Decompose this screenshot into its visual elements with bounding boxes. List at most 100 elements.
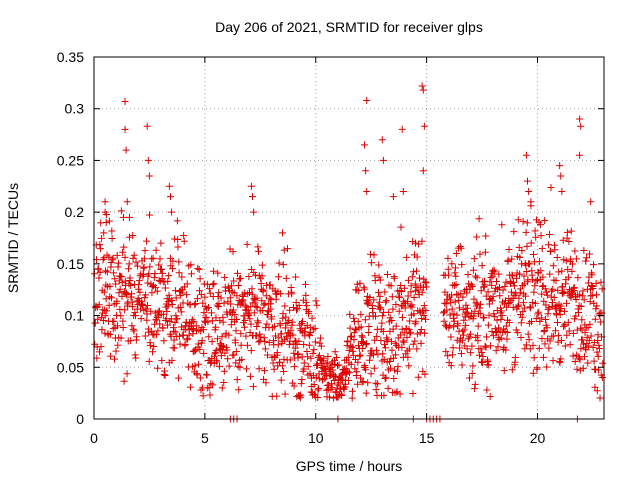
data-point [161, 284, 169, 292]
data-point [387, 282, 395, 290]
data-point [392, 351, 400, 359]
data-point [133, 333, 141, 341]
data-point [273, 392, 281, 400]
data-point [196, 374, 204, 382]
data-point [559, 236, 567, 244]
data-point [174, 235, 182, 243]
data-point [198, 337, 206, 345]
data-point [408, 273, 416, 281]
data-point [123, 370, 131, 378]
data-point [234, 282, 242, 290]
data-point [545, 344, 553, 352]
data-point [128, 290, 136, 298]
data-point [522, 228, 530, 236]
data-point [398, 125, 406, 133]
data-point [409, 238, 417, 246]
data-point [293, 304, 301, 312]
data-point [195, 360, 203, 368]
data-point [533, 364, 541, 372]
data-point [582, 346, 590, 354]
data-point [469, 362, 477, 370]
data-point [551, 303, 559, 311]
data-point [497, 334, 505, 342]
data-point [356, 352, 364, 360]
data-point [295, 301, 303, 309]
data-point [154, 327, 162, 335]
data-point [365, 322, 373, 330]
data-point [592, 279, 600, 287]
data-point [232, 327, 240, 335]
data-point [243, 365, 251, 373]
data-point [563, 228, 571, 236]
data-point [172, 312, 180, 320]
data-point [205, 384, 213, 392]
data-point [106, 282, 114, 290]
data-point [413, 253, 421, 261]
data-point [201, 317, 209, 325]
data-point [219, 318, 227, 326]
data-point [331, 348, 339, 356]
data-point [404, 276, 412, 284]
data-point [164, 277, 172, 285]
data-point [349, 351, 357, 359]
data-point [398, 343, 406, 351]
data-point [482, 232, 490, 240]
data-point [366, 250, 374, 258]
data-point [401, 284, 409, 292]
data-point [199, 392, 207, 400]
data-point [456, 243, 464, 251]
data-point [467, 281, 475, 289]
data-point [94, 315, 102, 323]
data-point [200, 309, 208, 317]
data-point [450, 317, 458, 325]
data-point [109, 254, 117, 262]
data-point [143, 237, 151, 245]
data-point [404, 297, 412, 305]
data-point [554, 319, 562, 327]
data-point [252, 302, 260, 310]
data-point [571, 357, 579, 365]
data-point [532, 315, 540, 323]
data-point [577, 303, 585, 311]
data-point [393, 367, 401, 375]
data-point [118, 292, 126, 300]
data-point [262, 379, 270, 387]
data-point [117, 312, 125, 320]
data-point [577, 345, 585, 353]
data-point [246, 315, 254, 323]
data-point [567, 294, 575, 302]
data-point [91, 319, 99, 327]
data-point [451, 269, 459, 277]
data-point [100, 229, 108, 237]
data-point [119, 213, 127, 221]
data-point [392, 322, 400, 330]
data-point [309, 325, 317, 333]
data-point [96, 268, 104, 276]
data-point [344, 338, 352, 346]
data-point [442, 348, 450, 356]
data-point [281, 390, 289, 398]
data-point [484, 321, 492, 329]
data-point [409, 390, 417, 398]
data-point [210, 267, 218, 275]
data-point [421, 370, 429, 378]
data-point [190, 318, 198, 326]
data-point [460, 331, 468, 339]
data-point [254, 243, 262, 251]
data-point [239, 293, 247, 301]
data-point [375, 288, 383, 296]
data-point [125, 213, 133, 221]
data-point [301, 280, 309, 288]
data-point [455, 296, 463, 304]
data-point [466, 330, 474, 338]
data-point [251, 271, 259, 279]
data-point [557, 355, 565, 363]
data-point [292, 273, 300, 281]
data-point [418, 82, 426, 90]
data-point [476, 309, 484, 317]
data-point [362, 366, 370, 374]
data-point [459, 293, 467, 301]
data-point [199, 326, 207, 334]
data-point [541, 285, 549, 293]
data-point [265, 338, 273, 346]
